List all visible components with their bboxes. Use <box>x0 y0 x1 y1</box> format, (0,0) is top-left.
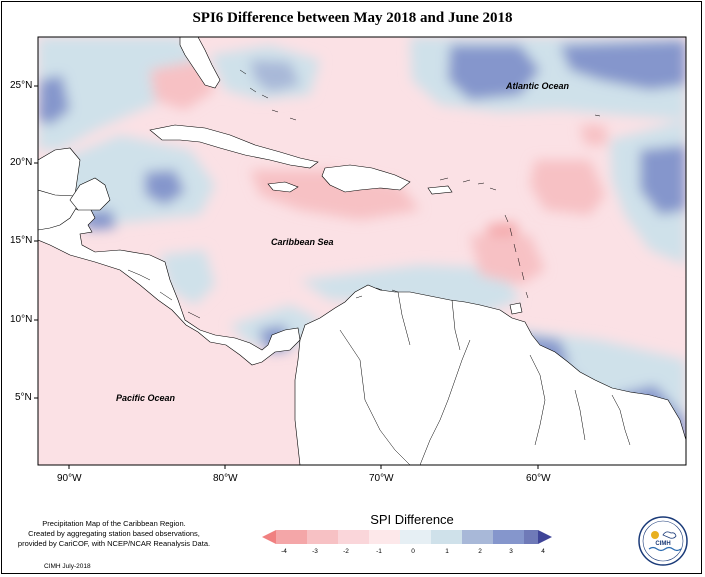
anomaly-strong-positive-gom <box>38 75 70 125</box>
lon-label-90w: 90°W <box>57 473 82 484</box>
land-trinidad <box>509 302 523 315</box>
legend-bin <box>524 530 538 544</box>
anomaly-strong-positive-ne <box>560 40 686 90</box>
legend-tick: 0 <box>411 548 415 555</box>
legend-arrow-positive <box>538 530 552 544</box>
legend-tick: 3 <box>509 548 513 555</box>
anomaly-positive-northwest <box>38 37 200 150</box>
legend-bin <box>431 530 462 544</box>
legend-tick: -4 <box>281 548 287 555</box>
legend-bin <box>276 530 307 544</box>
land-florida <box>179 37 221 89</box>
legend-bin <box>493 530 524 544</box>
anomaly-strong-positive-yucatan <box>145 170 185 205</box>
lat-label-10n: 10°N <box>10 314 33 325</box>
anomaly-negative-southeast <box>470 235 545 285</box>
land-mexico <box>38 189 79 231</box>
lat-label-20n: 20°N <box>10 157 33 168</box>
legend-bin <box>338 530 369 544</box>
small-islands <box>239 69 601 299</box>
land-jamaica <box>267 181 299 193</box>
legend-tick: 2 <box>478 548 482 555</box>
credits-line: provided by CariCOF, with NCEP/NCAR Rean… <box>17 539 211 548</box>
lat-label-25n: 25°N <box>10 80 33 91</box>
anomaly-negative-east <box>530 160 605 215</box>
logo-text: CIMH <box>655 541 670 547</box>
lon-label-80w: 80°W <box>213 473 238 484</box>
legend-bin <box>307 530 338 544</box>
anomaly-strong-positive-bahamas <box>250 60 300 92</box>
legend-tick: -3 <box>312 548 318 555</box>
credits-block: Precipitation Map of the Caribbean Regio… <box>14 519 214 549</box>
cloud-icon <box>662 531 677 539</box>
label-caribbean-sea: Caribbean Sea <box>271 237 334 247</box>
legend-arrow-negative <box>262 530 276 544</box>
land-yucatan <box>69 177 111 211</box>
lon-label-60w: 60°W <box>526 473 551 484</box>
legend-colorbar <box>262 530 552 544</box>
cimh-logo: CIMH <box>638 516 688 566</box>
legend-bin <box>400 530 431 544</box>
country-borders <box>127 269 631 465</box>
legend-title: SPI Difference <box>370 512 454 527</box>
land-cuba <box>149 124 319 169</box>
label-atlantic-ocean: Atlantic Ocean <box>506 81 570 91</box>
anomaly-negative-bay <box>360 185 410 210</box>
wave-icon <box>648 546 682 552</box>
map-title: SPI6 Difference between May 2018 and Jun… <box>192 10 513 26</box>
anomaly-strong-positive-east <box>640 145 686 215</box>
axis-ticks <box>34 85 539 469</box>
legend-tick: 4 <box>541 548 545 555</box>
sun-icon <box>651 531 659 539</box>
land-masses <box>38 37 686 465</box>
lat-label-5n: 5°N <box>15 392 32 403</box>
legend-tick: 1 <box>445 548 449 555</box>
anomaly-negative-north <box>580 125 608 145</box>
land-hispaniola <box>321 164 411 193</box>
legend-tick: -2 <box>343 548 349 555</box>
lat-label-15n: 15°N <box>10 235 33 246</box>
legend-bin <box>462 530 493 544</box>
legend-tick: -1 <box>376 548 382 555</box>
anomaly-strong-positive-atlantic <box>448 45 540 100</box>
plot-border <box>37 36 687 466</box>
land-south-america <box>294 284 686 465</box>
land-puerto-rico <box>427 185 453 195</box>
legend-bin <box>369 530 400 544</box>
credits-date: CIMH July-2018 <box>44 563 91 570</box>
lon-label-70w: 70°W <box>369 473 394 484</box>
credits-line: Precipitation Map of the Caribbean Regio… <box>42 519 186 528</box>
credits-line: Created by aggregating station based obs… <box>28 529 200 538</box>
label-pacific-ocean: Pacific Ocean <box>116 393 176 403</box>
